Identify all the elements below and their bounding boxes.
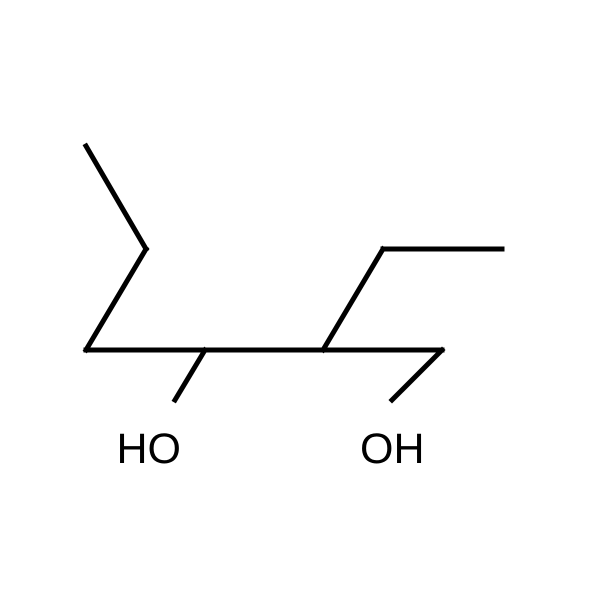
bond-line <box>323 249 383 350</box>
bond-line <box>86 249 146 350</box>
bond-group <box>86 146 502 400</box>
bond-line <box>86 146 146 249</box>
hydroxyl-label-right: OH <box>360 425 425 473</box>
chemical-structure-diagram: HO OH <box>0 0 600 600</box>
bond-line <box>392 350 442 400</box>
label-group: HO OH <box>117 425 425 473</box>
bond-line <box>175 350 205 400</box>
hydroxyl-label-left: HO <box>117 425 182 473</box>
